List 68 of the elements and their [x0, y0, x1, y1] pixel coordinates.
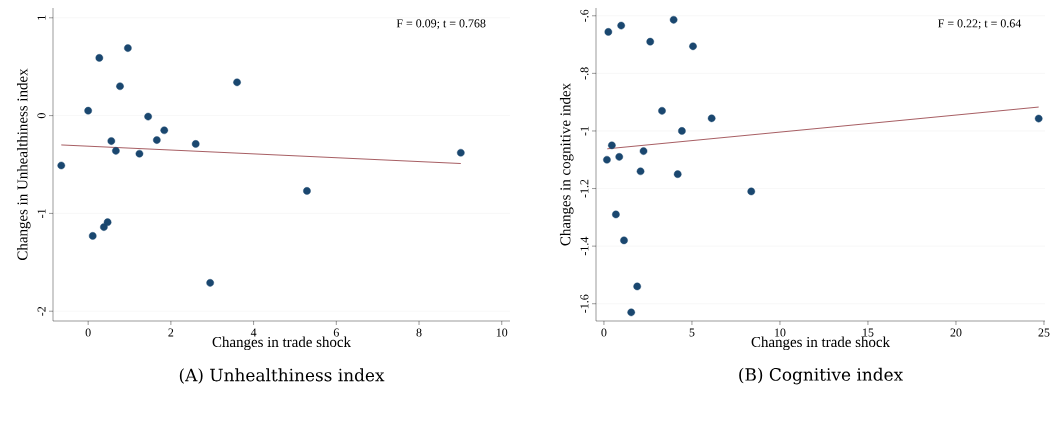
point: [747, 187, 756, 196]
x-tick-label: 15: [863, 328, 874, 337]
y-tick-label: -.8: [580, 67, 589, 80]
point: [608, 141, 616, 150]
point: [678, 127, 686, 135]
y-tick-label: -2: [37, 306, 46, 316]
y-tick-label: -1: [37, 209, 46, 218]
x-tick-label: 6: [333, 328, 339, 337]
y-tick-label: 0: [37, 113, 46, 119]
x-tick-label: 8: [416, 328, 422, 337]
y-tick-label: -1.6: [580, 294, 589, 313]
point: [206, 279, 214, 287]
point: [95, 54, 104, 62]
point: [88, 232, 97, 240]
x-tick-label: 4: [250, 328, 257, 337]
point: [612, 210, 620, 219]
point: [107, 137, 116, 145]
point: [303, 187, 311, 195]
point: [84, 106, 92, 115]
x-tick-label: 20: [950, 328, 962, 337]
point: [135, 149, 144, 158]
point: [456, 148, 465, 157]
y-tick-label: -.6: [580, 9, 589, 22]
point: [673, 170, 682, 178]
point: [636, 167, 645, 176]
point: [191, 140, 200, 148]
y-tick-label: 1: [37, 15, 46, 20]
x-tick-label: 0: [85, 328, 91, 337]
point: [646, 37, 655, 46]
x-tick-label: 0: [601, 328, 607, 337]
y-axis-title: Changes in cognitive index: [559, 83, 574, 246]
point: [160, 126, 169, 135]
point: [57, 161, 66, 170]
y-tick-label: -1: [580, 126, 589, 136]
point: [669, 16, 678, 24]
x-tick-label: 10: [496, 328, 508, 337]
point: [620, 236, 628, 245]
point: [103, 218, 112, 227]
text: (B) Cognitive index: [739, 367, 903, 385]
y-tick-label: -1.2: [580, 179, 589, 198]
annotation: F = 0.09; t = 0.768: [396, 19, 486, 30]
y-axis-title: Changes in Unhealthiness index: [16, 68, 31, 260]
x-tick-label: 10: [775, 328, 786, 337]
point: [233, 78, 241, 87]
x-tick-label: 25: [1038, 328, 1050, 337]
point: [633, 282, 641, 291]
point: [603, 155, 611, 164]
point: [615, 153, 624, 161]
point: [153, 136, 161, 144]
point: [1034, 114, 1043, 123]
text: (A) Unhealthiness index: [179, 368, 385, 384]
x-tick-label: 2: [168, 328, 174, 337]
point: [707, 114, 716, 123]
y-tick-label: -1.4: [580, 236, 589, 256]
x-axis-title: Changes in trade shock: [751, 336, 891, 351]
point: [689, 42, 697, 51]
point: [658, 107, 666, 115]
point: [144, 112, 152, 121]
x-axis-title: Changes in trade shock: [212, 336, 352, 351]
point: [639, 147, 648, 155]
x-tick-label: 5: [689, 328, 695, 337]
point: [112, 147, 120, 155]
point: [627, 308, 636, 317]
annotation: F = 0.22; t = 0.64: [938, 19, 1022, 30]
point: [604, 28, 613, 36]
point: [617, 21, 625, 30]
point: [124, 44, 132, 52]
point: [116, 82, 124, 91]
